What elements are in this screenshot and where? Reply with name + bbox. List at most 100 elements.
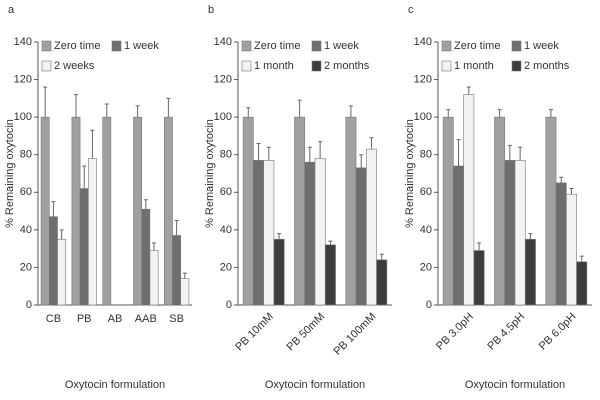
bar: [40, 116, 50, 306]
y-tick-label: 40: [420, 224, 432, 236]
bar: [102, 116, 112, 306]
bar: [504, 160, 516, 306]
bar: [71, 116, 81, 306]
y-tick-label: 120: [414, 73, 432, 85]
legend-swatch: [241, 40, 252, 52]
bar: [242, 116, 254, 306]
legend-label: 2 months: [324, 60, 370, 72]
panel-label: c: [408, 4, 414, 16]
y-tick-label: 60: [420, 186, 432, 198]
legend-swatch: [311, 60, 322, 72]
y-tick-label: 40: [220, 224, 232, 236]
bar: [545, 116, 557, 306]
bar: [494, 116, 506, 306]
error-bar: [477, 242, 482, 251]
y-tick-label: 80: [220, 149, 232, 161]
x-tick-label: PB: [77, 313, 92, 325]
y-tick-label: 60: [220, 186, 232, 198]
error-bar: [518, 146, 523, 161]
error-bar: [51, 201, 56, 217]
bar: [524, 238, 536, 306]
y-tick-label: 0: [426, 299, 432, 311]
error-bar: [359, 154, 364, 168]
error-bar: [318, 141, 323, 159]
x-tick-label: PB 10mM: [233, 311, 276, 354]
error-bar: [277, 233, 282, 240]
bar: [133, 116, 142, 306]
x-axis-label: Oxytocin formulation: [465, 379, 565, 391]
bar: [57, 238, 67, 306]
y-tick-label: 80: [20, 149, 32, 161]
y-tick-label: 60: [20, 186, 32, 198]
bar: [88, 158, 97, 306]
legend-label: 1 month: [454, 60, 494, 72]
y-tick-label: 0: [226, 299, 232, 311]
error-bar: [82, 165, 87, 189]
x-tick-label: AAB: [135, 313, 157, 325]
y-axis-label: % Remaining oxytocin: [4, 119, 16, 228]
y-axis-label: % Remaining oxytocin: [204, 119, 216, 228]
legend-label: 1 week: [324, 40, 359, 52]
error-bar: [297, 99, 302, 118]
panel-label: b: [208, 4, 214, 16]
legend-swatch: [311, 40, 322, 52]
bar: [163, 116, 173, 306]
error-bar: [266, 146, 271, 161]
error-bar: [507, 144, 512, 161]
legend-label: Zero time: [254, 40, 300, 52]
error-bar: [456, 139, 461, 166]
bar: [366, 148, 377, 306]
x-tick-label: PB 6.0pH: [537, 311, 579, 353]
error-bar: [328, 240, 333, 245]
bar: [253, 160, 264, 306]
error-bar: [348, 105, 353, 118]
bar: [566, 193, 577, 306]
error-bar: [90, 129, 95, 159]
error-bar: [369, 137, 374, 150]
bar: [442, 116, 454, 306]
x-tick-label: SB: [169, 313, 184, 325]
error-bar: [466, 86, 471, 95]
legend-swatch: [41, 40, 52, 52]
bar: [345, 116, 357, 306]
legend-swatch: [41, 60, 52, 72]
bar: [314, 158, 326, 306]
error-bar: [143, 199, 148, 210]
error-bar: [246, 107, 251, 118]
error-bar: [135, 105, 140, 118]
bar: [473, 250, 485, 306]
bar: [180, 278, 190, 306]
bar: [304, 161, 316, 306]
legend-swatch: [511, 60, 522, 72]
y-tick-label: 120: [214, 73, 232, 85]
y-tick-label: 0: [26, 299, 32, 311]
y-tick-label: 140: [14, 36, 32, 48]
error-bar: [174, 219, 179, 236]
error-bar: [446, 109, 451, 118]
legend-label: 2 weeks: [54, 60, 95, 72]
bar: [453, 165, 464, 306]
y-tick-label: 20: [420, 261, 432, 273]
panel-label: a: [8, 4, 15, 16]
y-tick-label: 140: [414, 36, 432, 48]
bar: [576, 261, 588, 306]
y-tick-label: 120: [14, 73, 32, 85]
bar: [376, 259, 388, 306]
legend-label: 1 week: [124, 40, 159, 52]
legend-label: 2 months: [524, 60, 570, 72]
error-bar: [182, 272, 187, 279]
bar: [294, 116, 306, 306]
x-axis-label: Oxytocin formulation: [65, 379, 165, 391]
x-tick-label: PB 3.0pH: [434, 311, 476, 353]
legend-swatch: [441, 40, 452, 52]
bar: [555, 182, 567, 306]
y-tick-label: 100: [414, 111, 432, 123]
legend-swatch: [441, 60, 452, 72]
x-tick-label: PB 50mM: [285, 311, 328, 354]
x-tick-label: AB: [108, 313, 123, 325]
error-bar: [497, 109, 502, 118]
error-bar: [379, 253, 384, 260]
error-bar: [256, 142, 261, 161]
error-bar: [307, 146, 312, 163]
